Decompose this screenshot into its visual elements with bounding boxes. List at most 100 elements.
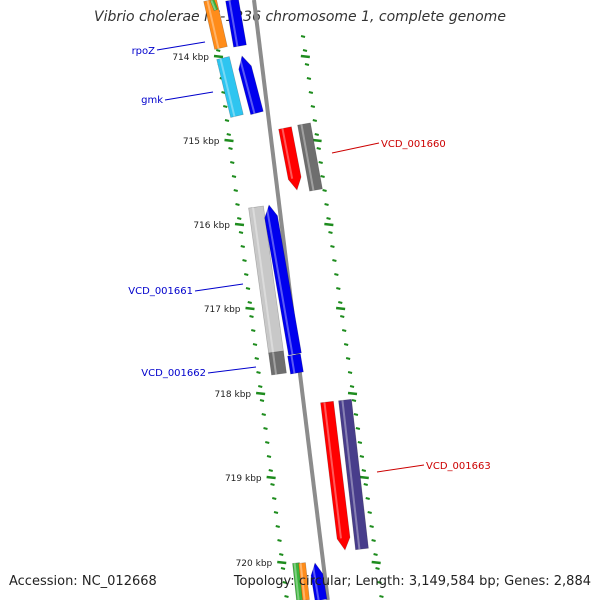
gene-bottom-blue-shine	[311, 563, 320, 600]
major-tick	[234, 222, 245, 227]
major-tick	[335, 306, 346, 311]
minor-tick-right	[312, 119, 318, 122]
gmk-label: gmk	[141, 95, 163, 106]
gene-VCD_001661-body	[248, 205, 284, 354]
VCD_001660-leader	[331, 142, 380, 154]
minor-tick-right	[363, 483, 369, 486]
length-label: Length:	[355, 574, 405, 589]
gene-top-green-body	[209, 0, 219, 12]
minor-tick-right	[365, 497, 370, 500]
minor-tick-left	[242, 259, 247, 262]
minor-tick-left	[272, 497, 277, 500]
major-tick	[347, 391, 358, 396]
major-tick	[359, 475, 369, 480]
minor-tick-right	[357, 441, 363, 444]
minor-tick-right	[349, 385, 355, 388]
gene-VCD_001660-partner	[297, 122, 323, 192]
gene-VCD_001662-blue	[287, 353, 304, 375]
minor-tick-left	[237, 217, 242, 220]
minor-tick-left	[252, 343, 258, 346]
gene-VCD_001663-partner	[338, 398, 369, 551]
minor-tick-right	[330, 245, 335, 248]
minor-tick-left	[254, 357, 259, 360]
minor-tick-right	[300, 35, 306, 38]
minor-tick-right	[338, 301, 343, 304]
minor-tick-right	[347, 371, 353, 374]
tick-label: 717 kbp	[204, 305, 241, 315]
major-tick	[255, 391, 266, 396]
gene-VCD_001661	[248, 205, 284, 354]
minor-tick-right	[351, 399, 357, 402]
minor-tick-left	[280, 567, 286, 570]
gene-VCD_001660-partner-body	[297, 122, 323, 192]
minor-tick-right	[310, 105, 316, 108]
accession-value: NC_012668	[81, 574, 157, 589]
minor-tick-left	[230, 161, 235, 164]
minor-tick-right	[361, 469, 367, 472]
gene-VCD_001660-partner-shine	[300, 124, 315, 191]
tick-label: 716 kbp	[193, 221, 230, 231]
gene-VCD_001662-blue-shine	[290, 355, 296, 374]
minor-tick-left	[273, 511, 279, 514]
minor-tick-right	[377, 581, 382, 584]
minor-tick-right	[332, 259, 337, 262]
minor-tick-right	[359, 455, 365, 458]
gene-VCD_001662	[268, 350, 287, 376]
minor-tick-left	[228, 147, 233, 150]
VCD_001661-label: VCD_001661	[128, 286, 193, 297]
gene-bottom-green-shine	[293, 563, 300, 600]
gene-VCD_001660-body	[278, 126, 302, 191]
major-tick	[300, 54, 310, 59]
gene-VCD_001663-partner-shine	[341, 400, 361, 550]
minor-tick-left	[224, 119, 230, 122]
rpoZ-leader	[156, 41, 206, 51]
minor-tick-left	[268, 469, 273, 472]
minor-tick-right	[355, 427, 361, 430]
gene-VCD_001660	[278, 126, 302, 191]
accession-info: Accession: NC_012668	[9, 574, 157, 589]
gene-top-blue-body	[225, 0, 247, 48]
minor-tick-left	[256, 371, 261, 374]
minor-tick-right	[339, 315, 345, 318]
minor-tick-right	[320, 175, 325, 178]
major-tick	[324, 222, 334, 227]
gene-VCD_001660-shine	[281, 128, 294, 179]
minor-tick-right	[375, 567, 380, 570]
gene-VCD_001663-partner-body	[338, 398, 369, 551]
minor-tick-right	[318, 161, 323, 164]
gene-top-blue-shine	[228, 0, 239, 47]
minor-tick-right	[369, 525, 374, 528]
VCD_001661-leader	[194, 283, 244, 292]
minor-tick-left	[258, 385, 263, 388]
gene-VCD_001662-body	[268, 350, 287, 376]
gene-VCD_001661-blue	[264, 204, 302, 356]
major-tick	[371, 560, 381, 565]
minor-tick-left	[226, 133, 231, 136]
minor-tick-left	[231, 175, 237, 178]
minor-tick-right	[308, 91, 314, 94]
VCD_001660-label: VCD_001660	[381, 139, 446, 150]
gene-VCD_001663-body	[320, 400, 351, 551]
minor-tick-right	[316, 147, 321, 150]
minor-tick-left	[277, 539, 282, 542]
tick-label: 720 kbp	[236, 559, 273, 569]
gene-bottom-blue	[310, 562, 328, 600]
minor-tick-left	[249, 315, 254, 318]
minor-tick-left	[259, 399, 265, 402]
minor-tick-right	[324, 203, 329, 206]
major-tick	[224, 138, 234, 143]
minor-tick-left	[216, 49, 221, 52]
minor-tick-left	[279, 553, 284, 556]
tick-label: 719 kbp	[225, 474, 262, 484]
tick-label: 714 kbp	[172, 53, 209, 63]
minor-tick-right	[336, 287, 341, 290]
genome-summary: Topology: circular; Length: 3,149,584 bp…	[233, 574, 591, 589]
minor-tick-right	[328, 231, 333, 234]
gene-VCD_001661-blue-shine	[265, 205, 294, 355]
gene-gmk-partner-body	[238, 55, 264, 116]
topology-label: Topology:	[233, 574, 295, 589]
minor-tick-left	[238, 231, 244, 234]
gene-gmk-shine	[219, 58, 236, 117]
minor-tick-right	[367, 511, 372, 514]
